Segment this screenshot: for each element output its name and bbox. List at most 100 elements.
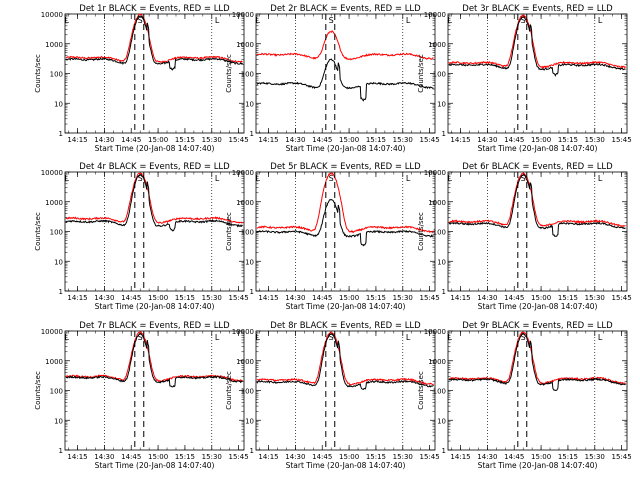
x-tick-label: 15:00 — [339, 136, 359, 144]
events-series-line — [256, 332, 434, 390]
top-marker-label: L — [256, 16, 261, 25]
chart-panel: Det 5r BLACK = Events, RED = LLD 1 10 100 10… — [225, 162, 440, 311]
y-tick-label: 1000 — [428, 41, 446, 49]
x-tick-label: 14:15 — [450, 453, 470, 461]
top-marker-label: S — [329, 16, 334, 25]
y-tick-label: 1000 — [45, 199, 63, 207]
lld-series-line — [256, 172, 434, 234]
x-tick-label: 15:30 — [202, 294, 222, 302]
y-axis-title: Counts/sec — [417, 54, 425, 93]
x-tick-label: 14:15 — [258, 453, 278, 461]
x-axis-title: Start Time (20-Jan-08 14:07:40) — [478, 144, 598, 153]
x-tick-label: 14:30 — [285, 453, 305, 461]
chart-title: Det 7r BLACK = Events, RED = LLD — [79, 321, 230, 331]
top-marker-label: L — [406, 333, 411, 342]
y-tick-label: 10000 — [41, 11, 63, 19]
events-series-line — [448, 332, 626, 392]
plot-frame — [255, 330, 436, 451]
y-axis-title: Counts/sec — [417, 371, 425, 410]
top-marker-label: S — [138, 174, 143, 183]
y-tick-label: 10 — [54, 417, 63, 425]
events-series-line — [65, 15, 243, 71]
y-tick-label: 10 — [245, 258, 254, 266]
y-tick-label: 100 — [50, 229, 63, 237]
x-tick-label: 15:15 — [558, 453, 578, 461]
plot-frame — [64, 13, 245, 134]
y-tick-label: 100 — [50, 71, 63, 79]
y-tick-label: 10 — [245, 100, 254, 108]
x-tick-label: 15:45 — [229, 136, 249, 144]
x-tick-label: 15:00 — [148, 453, 168, 461]
x-tick-label: 14:45 — [121, 136, 141, 144]
x-tick-label: 14:45 — [504, 453, 524, 461]
x-tick-label: 15:00 — [148, 136, 168, 144]
chart-panel: Det 2r BLACK = Events, RED = LLD 1 10 100 10… — [225, 4, 440, 153]
lld-series-line — [256, 29, 434, 61]
y-axis-title: Counts/sec — [225, 212, 233, 251]
y-tick-label: 10 — [437, 258, 446, 266]
y-axis-title: Counts/sec — [417, 212, 425, 251]
x-tick-label: 15:00 — [531, 294, 551, 302]
y-tick-label: 10 — [54, 100, 63, 108]
chart-panel: Det 1r BLACK = Events, RED = LLD 1 10 100 10… — [34, 4, 249, 153]
y-tick-label: 100 — [433, 229, 446, 237]
events-series-line — [448, 16, 626, 77]
top-marker-label: L — [448, 333, 453, 342]
x-tick-label: 14:45 — [121, 294, 141, 302]
y-tick-label: 10000 — [41, 169, 63, 177]
y-tick-label: 1 — [442, 130, 446, 138]
x-tick-label: 15:45 — [612, 294, 632, 302]
x-tick-label: 14:45 — [312, 294, 332, 302]
y-tick-label: 10000 — [232, 11, 254, 19]
x-tick-label: 15:45 — [420, 294, 440, 302]
events-series-line — [65, 173, 243, 232]
top-marker-label: L — [448, 16, 453, 25]
lld-series-line — [448, 14, 627, 70]
x-axis-title: Start Time (20-Jan-08 14:07:40) — [478, 461, 598, 470]
y-axis-title: Counts/sec — [34, 212, 42, 251]
y-tick-label: 10 — [437, 417, 446, 425]
x-tick-label: 15:15 — [175, 294, 195, 302]
x-tick-label: 14:30 — [477, 136, 497, 144]
top-marker-label: S — [329, 174, 334, 183]
top-marker-label: L — [406, 16, 411, 25]
top-marker-label: L — [65, 333, 70, 342]
top-marker-label: S — [521, 333, 526, 342]
x-tick-label: 15:15 — [366, 294, 386, 302]
x-tick-label: 15:30 — [202, 453, 222, 461]
x-tick-label: 14:30 — [94, 136, 114, 144]
x-tick-label: 15:00 — [531, 453, 551, 461]
x-tick-label: 14:15 — [258, 294, 278, 302]
y-tick-label: 1000 — [236, 41, 254, 49]
y-tick-label: 10 — [245, 417, 254, 425]
y-tick-label: 100 — [433, 388, 446, 396]
y-axis-title: Counts/sec — [225, 371, 233, 410]
y-tick-label: 10000 — [41, 328, 63, 336]
chart-panel: Det 7r BLACK = Events, RED = LLD 1 10 100 10… — [34, 321, 249, 470]
chart-title: Det 5r BLACK = Events, RED = LLD — [270, 162, 421, 172]
top-marker-label: L — [256, 174, 261, 183]
x-axis-title: Start Time (20-Jan-08 14:07:40) — [95, 461, 215, 470]
x-tick-label: 14:15 — [67, 294, 87, 302]
y-axis-title: Counts/sec — [34, 54, 42, 93]
x-axis-title: Start Time (20-Jan-08 14:07:40) — [95, 302, 215, 311]
x-tick-label: 15:15 — [175, 136, 195, 144]
plot-frame — [447, 171, 628, 292]
x-axis-title: Start Time (20-Jan-08 14:07:40) — [286, 144, 406, 153]
top-marker-label: L — [448, 174, 453, 183]
events-series-line — [448, 173, 626, 238]
x-tick-label: 14:30 — [477, 294, 497, 302]
x-tick-label: 15:00 — [339, 294, 359, 302]
y-tick-label: 10 — [437, 100, 446, 108]
x-tick-label: 14:15 — [450, 136, 470, 144]
chart-title: Det 8r BLACK = Events, RED = LLD — [270, 321, 421, 331]
top-marker-label: L — [598, 16, 603, 25]
chart-title: Det 3r BLACK = Events, RED = LLD — [462, 4, 613, 14]
plot-frame — [447, 13, 628, 134]
x-axis-title: Start Time (20-Jan-08 14:07:40) — [95, 144, 215, 153]
x-tick-label: 15:30 — [585, 136, 605, 144]
top-marker-label: S — [138, 16, 143, 25]
top-marker-label: L — [215, 174, 220, 183]
x-tick-label: 14:45 — [121, 453, 141, 461]
x-tick-label: 15:30 — [585, 294, 605, 302]
